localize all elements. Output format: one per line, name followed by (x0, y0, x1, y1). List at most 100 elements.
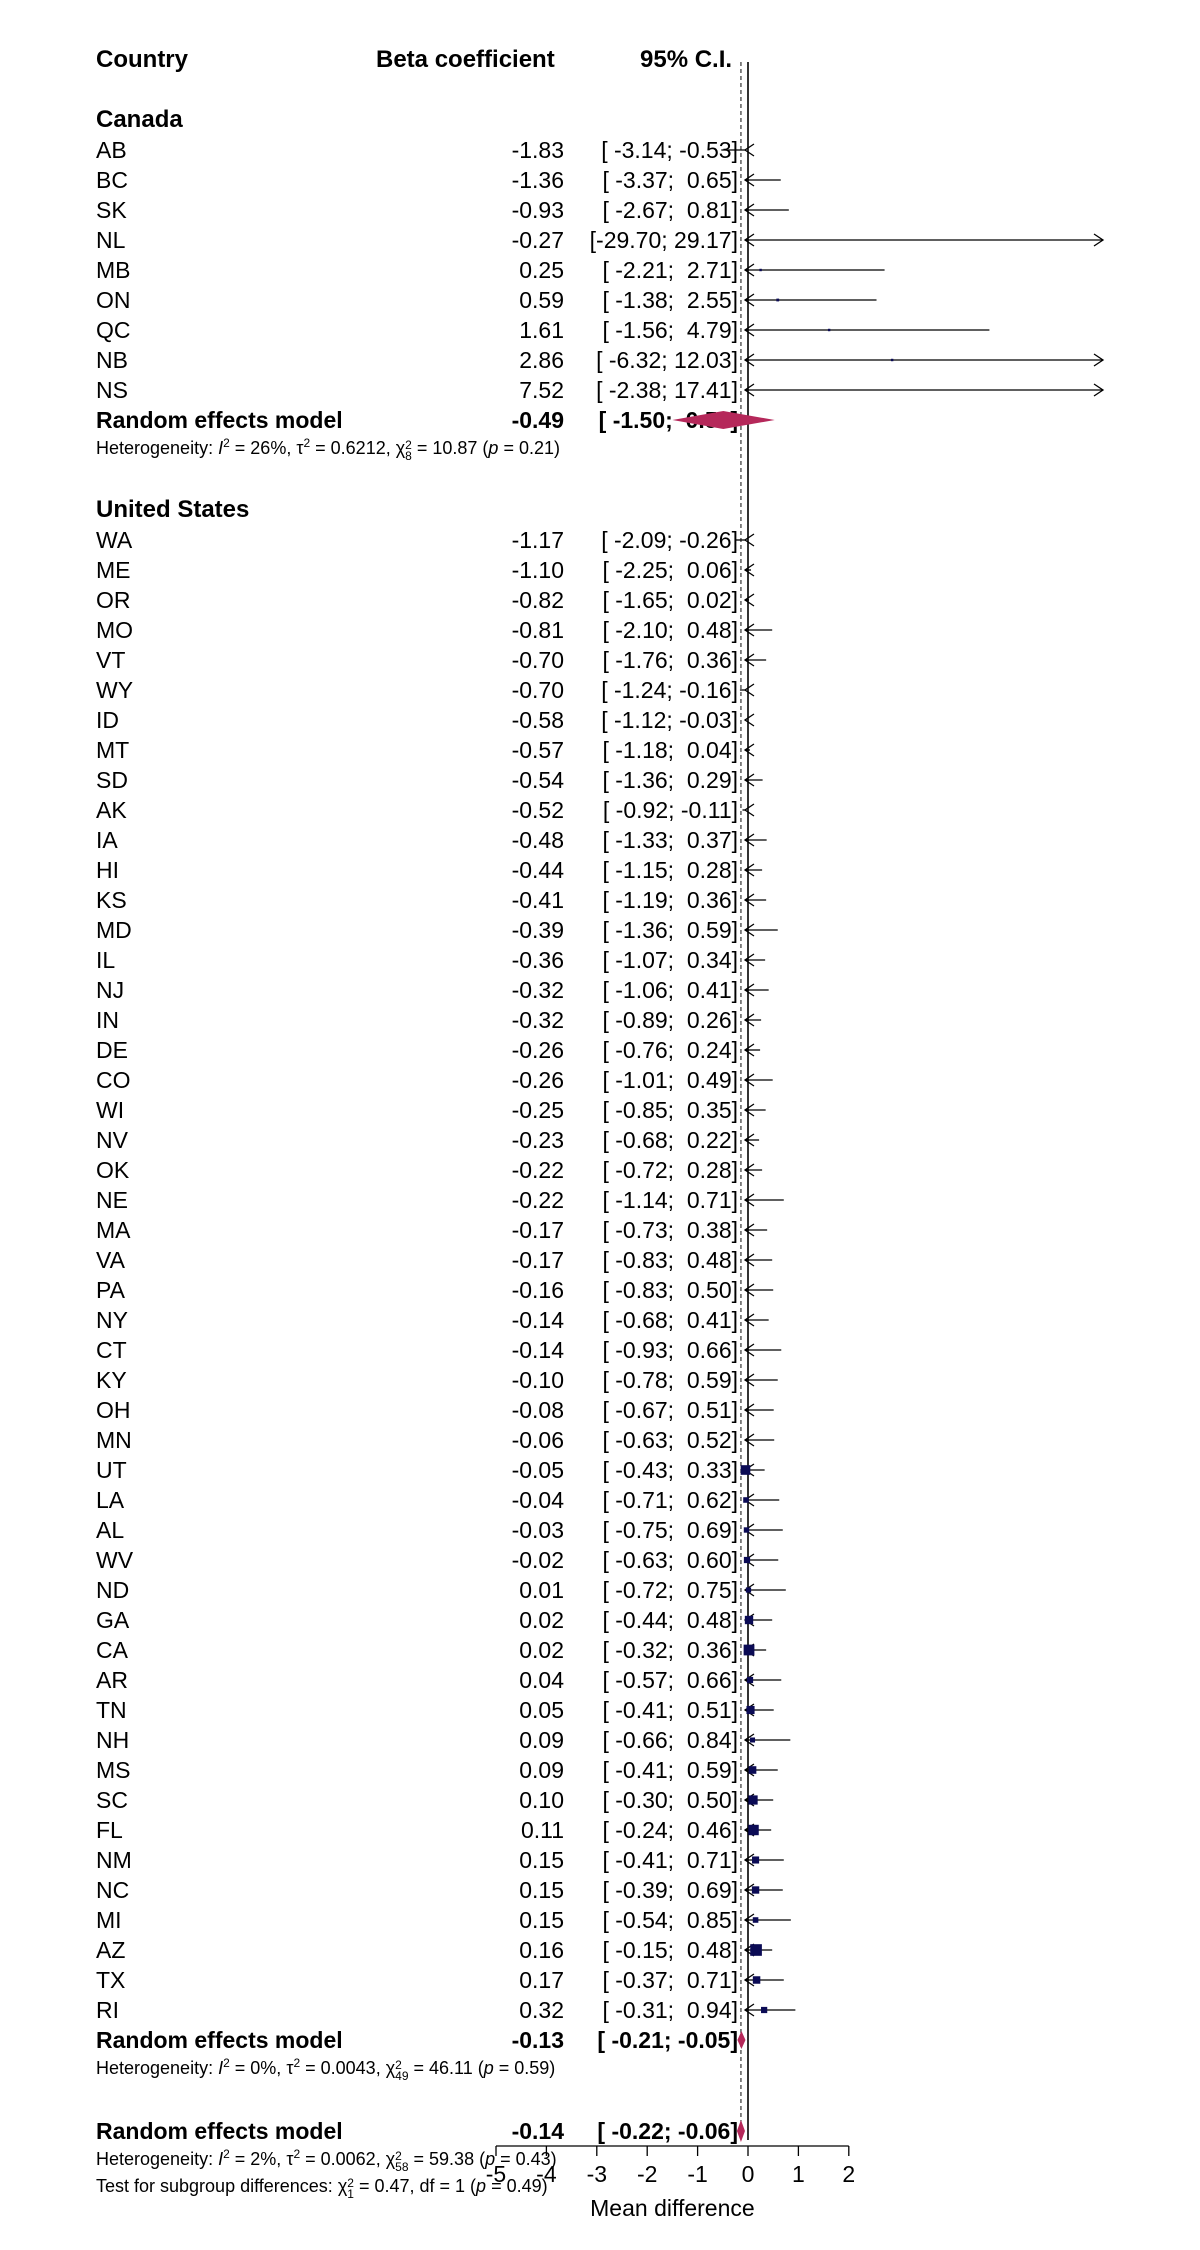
row-ci: [ -0.93; 0.66] (602, 1337, 738, 1363)
row-label: DE (96, 1037, 128, 1063)
row-label: CO (96, 1067, 131, 1093)
random-effects-label: Random effects model (96, 2027, 343, 2053)
row-estimate: -0.14 (511, 1337, 564, 1363)
row-estimate: -0.32 (511, 1007, 564, 1033)
row-estimate: 1.61 (519, 317, 564, 343)
row-estimate: 0.15 (519, 1877, 564, 1903)
row-ci: [ -0.30; 0.50] (602, 1787, 738, 1813)
row-label: QC (96, 317, 131, 343)
row-estimate: -0.25 (511, 1097, 564, 1123)
row-ci: [ -1.19; 0.36] (602, 887, 738, 913)
ci-arrow-left (743, 323, 755, 337)
row-ci: [ -1.76; 0.36] (602, 647, 738, 673)
x-tick-label: -4 (536, 2161, 557, 2187)
row-label: UT (96, 1457, 127, 1483)
row-ci: [ -0.68; 0.41] (602, 1307, 738, 1333)
row-label: MO (96, 617, 134, 643)
header-ci: 95% C.I. (640, 46, 733, 73)
row-estimate: -0.22 (511, 1157, 564, 1183)
row-estimate: 0.32 (519, 1997, 564, 2023)
ci-arrow-left (743, 353, 755, 367)
row-estimate: -0.57 (511, 737, 564, 763)
ci-arrow-left (743, 893, 755, 907)
point-estimate (752, 1917, 759, 1923)
row-ci: [ -0.43; 0.33] (602, 1457, 738, 1483)
ci-arrow-left (743, 1163, 755, 1177)
row-estimate: 0.05 (519, 1697, 564, 1723)
group-header: United States (96, 496, 250, 523)
ci-arrow-left (743, 563, 755, 577)
row-label: MI (96, 1907, 122, 1933)
row-ci: [ -0.75; 0.69] (602, 1517, 738, 1543)
row-ci: [ -0.57; 0.66] (602, 1667, 738, 1693)
row-ci: [ -0.83; 0.50] (602, 1277, 738, 1303)
row-label: KY (96, 1367, 127, 1393)
ci-arrow-left (743, 593, 755, 607)
x-tick-label: -2 (637, 2161, 657, 2187)
row-label: VA (96, 1247, 125, 1273)
row-estimate: 0.15 (519, 1847, 564, 1873)
row-label: OR (96, 587, 131, 613)
row-label: NS (96, 377, 128, 403)
random-effects-ci: [ -0.21; -0.05] (597, 2027, 738, 2053)
row-estimate: -0.81 (511, 617, 564, 643)
ci-arrow-left (743, 203, 755, 217)
row-label: WI (96, 1097, 125, 1123)
ci-arrow-left (743, 293, 755, 307)
ci-arrow-left (743, 143, 755, 157)
row-ci: [ -1.01; 0.49] (602, 1067, 738, 1093)
ci-arrow-left (743, 953, 755, 967)
row-label: LA (96, 1487, 125, 1513)
row-estimate: -0.52 (511, 797, 564, 823)
ci-arrow-right (1093, 383, 1105, 397)
ci-arrow-left (743, 1373, 755, 1387)
row-ci: [ -2.67; 0.81] (602, 197, 738, 223)
row-estimate: -0.16 (511, 1277, 564, 1303)
ci-arrow-left (743, 1253, 755, 1267)
row-label: IN (96, 1007, 119, 1033)
row-ci: [ -0.24; 0.46] (602, 1817, 738, 1843)
point-estimate (740, 1465, 751, 1475)
row-ci: [ -1.36; 0.59] (602, 917, 738, 943)
row-ci: [ -2.25; 0.06] (602, 557, 738, 583)
row-estimate: -0.44 (511, 857, 564, 883)
x-tick-label: 0 (742, 2161, 755, 2187)
row-ci: [-29.70; 29.17] (589, 227, 738, 253)
overall-model-estimate: -0.14 (511, 2118, 564, 2144)
row-label: BC (96, 167, 128, 193)
row-label: ID (96, 707, 119, 733)
point-estimate (743, 1644, 755, 1656)
ci-arrow-left (743, 1433, 755, 1447)
row-estimate: 0.01 (519, 1577, 564, 1603)
row-label: OK (96, 1157, 130, 1183)
row-estimate: 0.15 (519, 1907, 564, 1933)
point-estimate (751, 1886, 760, 1894)
ci-arrow-left (743, 983, 755, 997)
row-ci: [ -1.33; 0.37] (602, 827, 738, 853)
row-ci: [ -0.63; 0.52] (602, 1427, 738, 1453)
row-label: PA (96, 1277, 125, 1303)
point-estimate (746, 1676, 754, 1684)
row-label: NV (96, 1127, 128, 1153)
row-ci: [ -0.54; 0.85] (602, 1907, 738, 1933)
row-label: RI (96, 1997, 119, 2023)
ci-arrow-left (743, 1313, 755, 1327)
ci-arrow-left (743, 1283, 755, 1297)
x-tick-label: -1 (687, 2161, 707, 2187)
ci-arrow-left (743, 773, 755, 787)
row-label: NY (96, 1307, 128, 1333)
random-effects-label: Random effects model (96, 407, 343, 433)
point-estimate (744, 1615, 754, 1625)
row-estimate: -0.26 (511, 1037, 564, 1063)
ci-arrow-left (743, 263, 755, 277)
row-label: IL (96, 947, 116, 973)
row-ci: [ -1.14; 0.71] (602, 1187, 738, 1213)
row-ci: [ -0.72; 0.75] (602, 1577, 738, 1603)
row-ci: [ -0.76; 0.24] (602, 1037, 738, 1063)
overall-model-label: Random effects model (96, 2118, 343, 2144)
row-estimate: -1.10 (511, 557, 564, 583)
row-ci: [ -0.66; 0.84] (602, 1727, 738, 1753)
row-label: AK (96, 797, 127, 823)
